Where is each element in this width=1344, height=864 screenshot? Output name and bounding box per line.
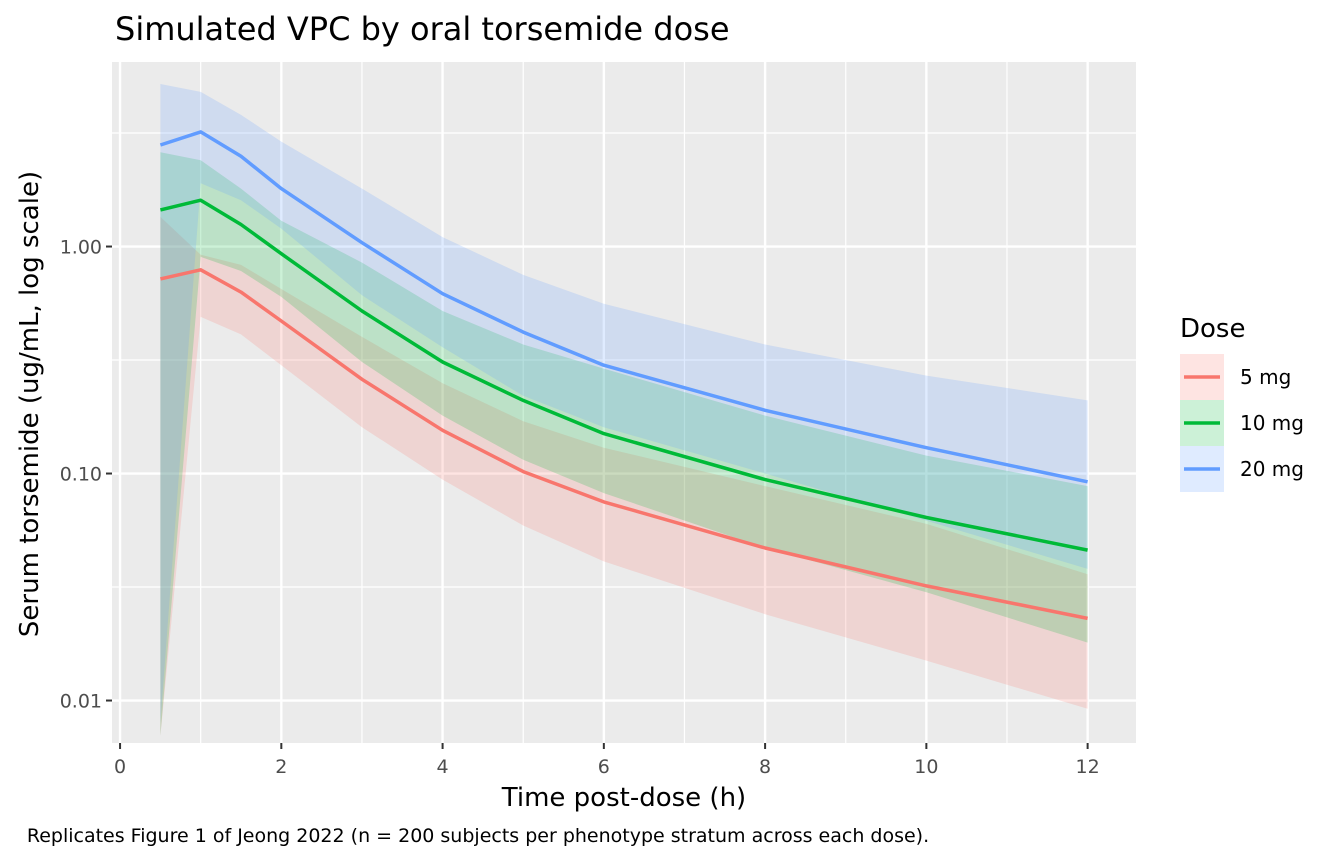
legend-label: 5 mg — [1240, 365, 1291, 389]
x-tick-label: 2 — [275, 756, 287, 778]
legend: Dose 5 mg 10 mg 20 mg — [1180, 314, 1304, 492]
grid-major — [112, 62, 1136, 743]
y-tick-label: 1.00 — [60, 237, 102, 259]
x-axis-title: Time post-dose (h) — [501, 783, 746, 813]
x-tick-label: 12 — [1076, 756, 1100, 778]
ribbon-5-mg — [160, 216, 1088, 736]
chart-title: Simulated VPC by oral torsemide dose — [115, 10, 730, 48]
legend-label: 10 mg — [1240, 411, 1304, 435]
legend-title: Dose — [1180, 314, 1245, 344]
x-tick-label: 4 — [437, 756, 449, 778]
x-tick-label: 6 — [598, 756, 610, 778]
x-tick-label: 8 — [759, 756, 771, 778]
y-tick-label: 0.01 — [60, 691, 102, 713]
median-line-20-mg — [159, 130, 1088, 484]
median-line-10-mg — [159, 198, 1088, 552]
y-tick-label: 0.10 — [60, 464, 102, 486]
plot-panel — [112, 62, 1136, 743]
legend-items: 5 mg 10 mg 20 mg — [1180, 354, 1304, 492]
ribbon-20-mg — [160, 84, 1088, 723]
confidence-ribbons — [160, 84, 1088, 736]
legend-label: 20 mg — [1240, 457, 1304, 481]
x-axis-ticks: 0 2 4 6 8 10 12 — [114, 743, 1100, 778]
grid-minor — [112, 62, 1136, 743]
x-tick-label: 10 — [914, 756, 938, 778]
ribbon-10-mg — [160, 152, 1088, 736]
median-line-5-mg — [160, 268, 1088, 621]
y-axis-title: Serum torsemide (ug/mL, log scale) — [15, 171, 45, 637]
x-tick-label: 0 — [114, 756, 126, 778]
median-lines — [159, 130, 1088, 621]
y-axis-ticks: 0.01 0.10 1.00 — [60, 237, 112, 713]
chart-caption: Replicates Figure 1 of Jeong 2022 (n = 2… — [27, 825, 929, 847]
